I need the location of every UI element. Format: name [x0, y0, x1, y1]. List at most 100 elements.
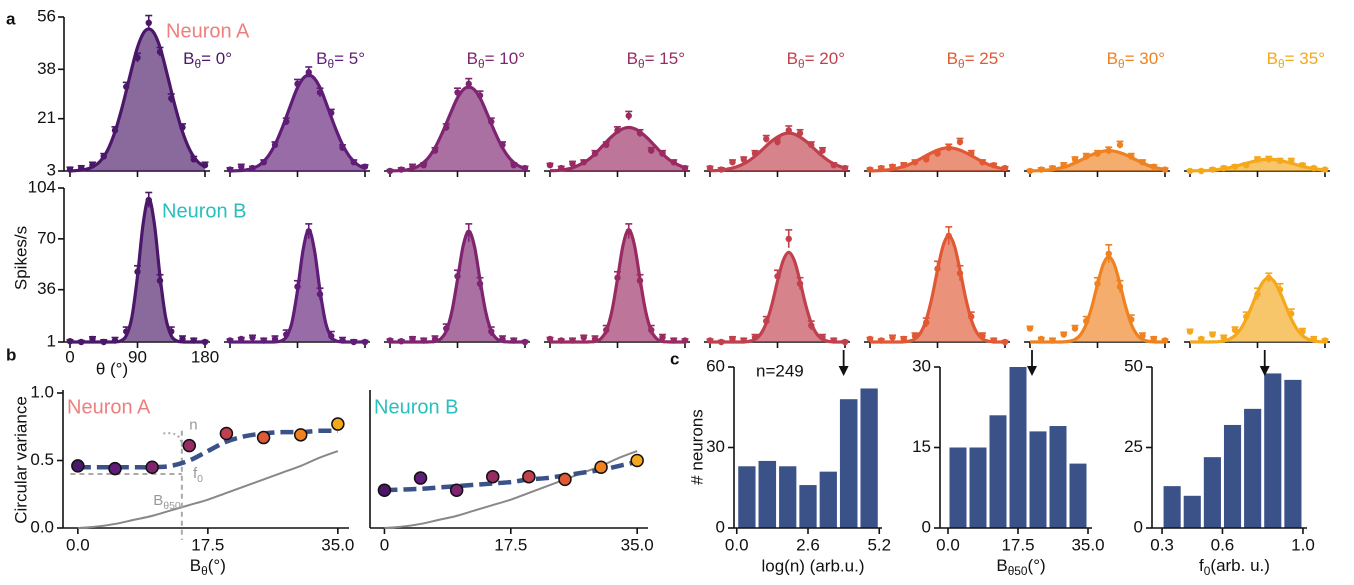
data-point	[260, 159, 267, 166]
data-point	[78, 338, 85, 346]
data-point	[594, 460, 608, 474]
y-tick-label: 36	[37, 279, 56, 298]
data-point	[1254, 290, 1261, 298]
y-tick-label: 0	[1134, 517, 1143, 536]
condition-label: Bθ= 30°	[1107, 49, 1165, 71]
data-point	[1083, 153, 1090, 160]
data-point	[841, 338, 849, 346]
x-tick-label: 17.5	[494, 535, 527, 554]
data-point	[238, 163, 245, 170]
data-point	[636, 130, 644, 137]
y-tick-label: 38	[37, 59, 56, 78]
x-tick-label: 0.6	[1211, 535, 1235, 554]
data-point	[386, 167, 394, 175]
data-point	[648, 147, 655, 154]
data-point	[718, 166, 725, 173]
median-arrowhead	[838, 366, 849, 376]
data-point	[1026, 325, 1034, 332]
schematic-arc	[163, 432, 183, 448]
data-point	[398, 338, 405, 345]
text-part: (°)	[208, 556, 226, 575]
data-point	[226, 337, 234, 344]
data-point	[1209, 331, 1216, 338]
data-point	[706, 337, 714, 344]
data-point	[1105, 250, 1112, 257]
data-point	[569, 160, 576, 167]
bar	[949, 447, 967, 528]
text-part: B	[627, 49, 638, 68]
neuron-label: Neuron B	[162, 200, 247, 222]
text-part: B	[183, 49, 194, 68]
data-point	[681, 164, 689, 172]
data-point	[1310, 164, 1317, 172]
data-point	[718, 338, 725, 346]
x-tick-label: 35.0	[1071, 535, 1104, 554]
data-point	[740, 337, 747, 344]
data-point	[670, 337, 677, 344]
condition-label: Bθ= 15°	[627, 49, 685, 71]
data-point	[1128, 153, 1135, 160]
data-point	[293, 428, 308, 442]
data-point	[659, 334, 666, 341]
data-point	[488, 118, 495, 125]
data-point	[1116, 141, 1124, 149]
x-tick-label: 0	[65, 347, 74, 366]
fit-area	[870, 235, 1005, 343]
data-point	[900, 161, 907, 169]
fit-area	[870, 147, 1005, 171]
data-point	[706, 164, 714, 172]
bar	[1069, 463, 1087, 528]
text-part: θ	[638, 57, 645, 71]
bar	[969, 447, 987, 528]
text-part: B	[1267, 49, 1278, 68]
data-point	[614, 127, 621, 134]
x-tick-label: 0	[380, 535, 389, 554]
data-point	[648, 326, 655, 334]
bar	[738, 466, 756, 528]
y-tick-label: 104	[28, 177, 56, 196]
data-point	[521, 338, 529, 346]
text-part: f	[1199, 556, 1204, 575]
data-point	[968, 313, 975, 320]
data-point	[625, 228, 632, 235]
data-point	[201, 338, 209, 346]
data-point	[510, 337, 517, 344]
data-point	[1198, 167, 1205, 175]
data-point	[636, 277, 644, 284]
data-point	[271, 141, 279, 149]
annotation: n	[189, 416, 197, 433]
data-point	[808, 141, 815, 149]
data-point	[934, 265, 941, 272]
y-tick-label: 21	[37, 108, 56, 127]
data-point	[990, 337, 997, 344]
bar	[758, 460, 777, 528]
x-tick-label: 0.0	[66, 535, 90, 554]
bar	[799, 485, 817, 528]
x-axis-label: log(n) (arb.u.)	[762, 556, 865, 575]
text-part: = 10°	[485, 49, 525, 68]
data-point	[465, 229, 472, 237]
x-axis-label: Bθ(°)	[190, 556, 226, 578]
data-point	[1139, 159, 1146, 166]
data-point	[956, 270, 964, 277]
data-point	[431, 335, 439, 343]
neuron-label: Neuron A	[166, 20, 250, 42]
y-tick-label: 1.0	[30, 382, 54, 401]
data-point	[1243, 313, 1250, 320]
data-point	[350, 159, 357, 166]
data-point	[569, 337, 576, 344]
data-point	[1060, 331, 1067, 338]
data-point	[488, 328, 495, 335]
data-point	[740, 156, 747, 163]
fit-area	[70, 28, 205, 171]
data-point	[182, 438, 197, 453]
data-point	[219, 426, 234, 441]
bar	[1049, 426, 1067, 528]
data-point	[614, 274, 621, 281]
bar	[1163, 486, 1181, 528]
data-point	[1265, 274, 1272, 281]
data-point	[923, 319, 930, 326]
data-point	[499, 335, 506, 343]
panel-label: b	[6, 345, 16, 364]
data-point	[476, 92, 484, 99]
